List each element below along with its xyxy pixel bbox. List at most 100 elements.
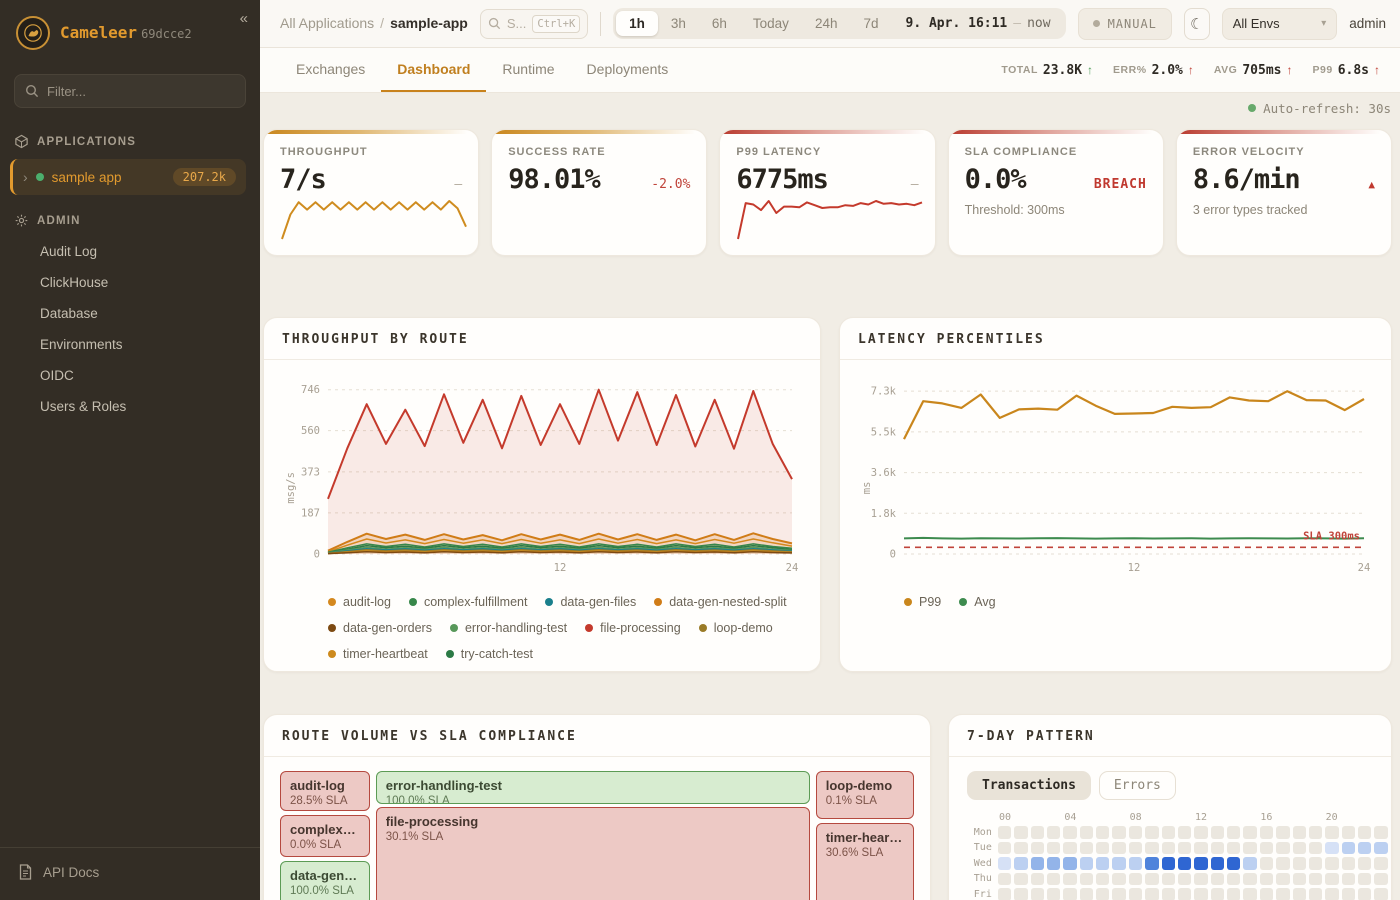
heatmap-cell — [1079, 826, 1094, 839]
sidebar-item-audit-log[interactable]: Audit Log — [40, 244, 98, 259]
treemap-tile-error-handling-test[interactable]: error-handling-test 100.0% SLA — [375, 771, 810, 804]
auto-refresh-dot-icon — [1248, 104, 1257, 112]
kpi-card-error-velocity: ERROR VELOCITY 8.6/min ▲ 3 error types trac… — [1175, 129, 1393, 256]
treemap-tile-label: loop-demo — [825, 778, 893, 793]
svg-text:7.3k: 7.3k — [871, 386, 897, 398]
heatmap-cell — [1210, 826, 1225, 839]
heatmap-cell — [1259, 872, 1274, 885]
kpi-sparkline — [281, 200, 467, 240]
legend-dot-icon — [328, 624, 336, 632]
search-input[interactable]: S... Ctrl+K — [479, 8, 589, 39]
heatmap-toggle-errors[interactable]: Errors — [1098, 771, 1176, 800]
range-button-today[interactable]: Today — [740, 11, 802, 36]
heatmap-cell — [1374, 826, 1388, 839]
sidebar-item-clickhouse[interactable]: ClickHouse — [40, 275, 109, 290]
kpi-body: P99 LATENCY 6775ms – — [720, 134, 934, 255]
app-status-dot — [35, 173, 44, 181]
heatmap-day-label: Thu — [973, 873, 992, 885]
range-button-24h[interactable]: 24h — [802, 11, 851, 36]
heatmap-cell — [1308, 872, 1323, 885]
manual-dot-icon — [1092, 20, 1100, 27]
sidebar-item-api-docs[interactable]: API Docs — [0, 848, 260, 900]
heatmap-cell — [997, 872, 1012, 885]
heatmap-cell — [1325, 888, 1339, 900]
sidebar-item-users-roles[interactable]: Users & Roles — [40, 399, 127, 414]
env-select[interactable]: All Envs ▾ — [1221, 7, 1338, 40]
filter-placeholder: Filter... — [47, 83, 87, 99]
heatmap-hour-label: 04 — [1064, 812, 1077, 823]
heatmap-cell — [1276, 841, 1290, 854]
time-range-display[interactable]: 9. Apr. 16:11– now — [905, 16, 1051, 31]
filter-input[interactable]: Filter... — [14, 74, 246, 108]
heatmap-toggle: Transactions Errors — [967, 771, 1391, 800]
heatmap-cell — [1014, 826, 1028, 839]
legend-label: data-gen-orders — [343, 621, 432, 635]
refresh-mode-button[interactable]: MANUAL — [1077, 7, 1172, 40]
legend-item-data-gen-nested-split: data-gen-nested-split — [654, 595, 787, 609]
range-button-6h[interactable]: 6h — [699, 11, 740, 36]
treemap-tile-data-gen-files[interactable]: data-gen-files100.0% SLA — [280, 861, 371, 900]
tab-deployments[interactable]: Deployments — [586, 61, 669, 77]
latency-percentiles-chart: 0 1.8k 3.6k 5.5k 7.3k 12 24 ms SLA 300ms — [861, 386, 1370, 574]
kpi-subtext: Threshold: 300ms — [964, 203, 1065, 217]
heatmap-cell — [1128, 826, 1143, 839]
trend-arrow-icon: ↑ — [1286, 63, 1293, 77]
heatmap-cell — [1276, 888, 1290, 900]
heatmap-cell — [1292, 841, 1306, 854]
time-range-group: 1h 3h 6h Today 24h 7d 9. Apr. 16:11– now — [613, 8, 1066, 39]
heatmap-hour-label: 08 — [1129, 812, 1142, 823]
heatmap-cell — [1210, 857, 1225, 870]
range-button-7d[interactable]: 7d — [850, 11, 891, 36]
treemap-tile-sla: 100.0% SLA — [385, 795, 450, 804]
main-area: All Applications / sample-app S... Ctrl+K … — [260, 0, 1400, 900]
tabs: Exchanges Dashboard Runtime Deployments — [280, 48, 684, 92]
svg-text:12: 12 — [1128, 562, 1141, 574]
kpi-value-row: 6775ms – — [736, 164, 918, 195]
tabbar: Exchanges Dashboard Runtime Deployments TOT… — [260, 48, 1400, 93]
tab-runtime[interactable]: Runtime — [502, 61, 555, 77]
kpi-row: THROUGHPUT 7/s – SUCCESS RATE 98.01% -2.0% P99… — [263, 129, 1393, 256]
heatmap-cell — [1341, 888, 1356, 900]
sidebar-collapse-button[interactable]: « — [239, 10, 248, 27]
kpi-value: 6775ms — [736, 164, 829, 195]
legend-label: Avg — [974, 595, 996, 609]
heatmap-cell — [1341, 841, 1356, 854]
heatmap-cell — [1194, 826, 1208, 839]
sidebar-item-oidc[interactable]: OIDC — [40, 368, 74, 383]
heatmap-cell — [1014, 857, 1028, 870]
legend-label: try-catch-test — [460, 647, 534, 661]
tab-exchanges[interactable]: Exchanges — [296, 61, 366, 77]
latency-legend: P99 Avg — [858, 585, 1373, 609]
range-button-1h[interactable]: 1h — [616, 11, 658, 36]
sidebar-item-environments[interactable]: Environments — [40, 337, 123, 352]
heatmap-cell — [1046, 888, 1061, 900]
kpi-accent-bar — [1176, 130, 1392, 134]
user-label: admin — [1349, 16, 1387, 31]
route-volume-treemap: audit-log 28.5% SLA complex-fulfil...0.0% … — [280, 771, 914, 900]
heatmap-hour-labels: 00 04 08 12 16 20 — [999, 812, 1391, 823]
treemap-tile-audit-log[interactable]: audit-log 28.5% SLA — [280, 771, 371, 812]
heatmap-cell — [1210, 841, 1225, 854]
app-count-badge: 207.2k — [172, 168, 236, 186]
legend-item-data-gen-orders: data-gen-orders — [328, 621, 432, 635]
heatmap-toggle-transactions[interactable]: Transactions — [967, 771, 1091, 800]
panel-title: 7-DAY PATTERN — [949, 715, 1391, 757]
range-button-3h[interactable]: 3h — [658, 11, 699, 36]
treemap-tile-file-processing[interactable]: file-processing 30.1% SLA — [375, 807, 810, 900]
treemap-tile-loop-demo[interactable]: loop-demo 0.1% SLA — [815, 771, 914, 819]
tab-dashboard[interactable]: Dashboard — [381, 48, 487, 92]
topbar: All Applications / sample-app S... Ctrl+K … — [260, 0, 1400, 48]
heatmap-cell — [1079, 888, 1094, 900]
sidebar-item-database[interactable]: Database — [40, 306, 98, 321]
legend-item-p99: P99 — [904, 595, 941, 609]
treemap-tile-timer-heartbeat[interactable]: timer-heartbeat30.6% SLA — [815, 822, 914, 900]
sidebar-item-sample-app[interactable]: › sample app 207.2k — [10, 159, 246, 195]
panel-7-day-pattern: 7-DAY PATTERN Transactions Errors 00 04 08 1… — [948, 714, 1392, 900]
treemap-tile-complex-fulfil[interactable]: complex-fulfil...0.0% SLA — [280, 815, 371, 858]
heatmap-cell — [1112, 857, 1126, 870]
theme-toggle-button[interactable]: ☾ — [1183, 7, 1210, 40]
kpi-delta: – — [910, 177, 919, 192]
breadcrumb-all-applications[interactable]: All Applications — [280, 14, 375, 31]
heatmap-row-wed: Wed — [967, 857, 1391, 870]
svg-text:SLA 300ms: SLA 300ms — [1303, 530, 1360, 542]
